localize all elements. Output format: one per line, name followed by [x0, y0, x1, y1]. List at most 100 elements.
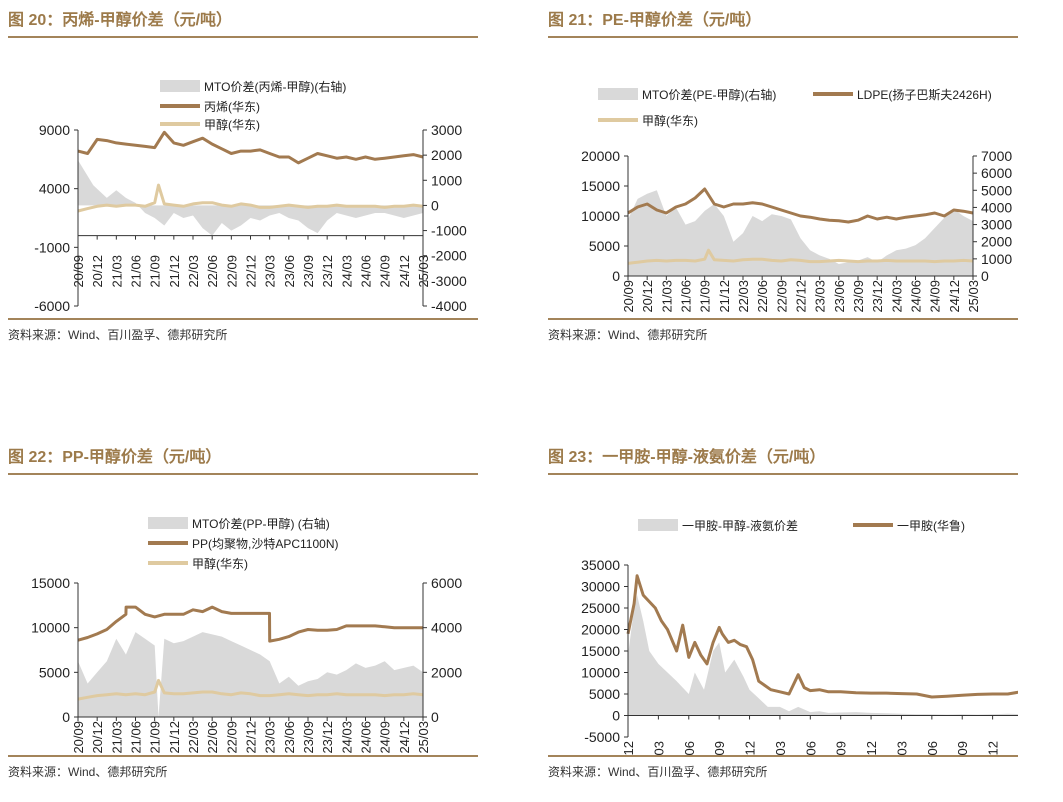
x-tick-label: 22/09 [224, 721, 239, 754]
x-tick-label-group: 23/09 [301, 255, 316, 288]
x-tick-label-group: 23/06 [832, 280, 847, 313]
x-tick-label: 24/12 [986, 741, 1001, 755]
y-left-tick-label: 9000 [39, 122, 70, 138]
legend-label: 一甲胺-甲醇-液氨价差 [682, 518, 798, 533]
legend-label: 一甲胺(华鲁) [897, 519, 965, 533]
x-tick-label: 23/06 [282, 721, 297, 754]
x-tick-label-group: 23/09 [851, 280, 866, 313]
legend-label: MTO价差(PE-甲醇)(右轴) [642, 87, 776, 102]
x-tick-label-group: 21/06 [129, 255, 144, 288]
series-area-0 [628, 595, 1018, 716]
x-tick-label: 22/06 [755, 280, 770, 313]
y-left-tick-label: 15000 [581, 643, 620, 659]
x-tick-label: 21/03 [659, 280, 674, 313]
x-tick-label: 23/09 [851, 280, 866, 313]
x-tick-label: 24/03 [895, 741, 910, 755]
x-tick-label: 23/06 [282, 255, 297, 288]
legend-swatch [638, 519, 678, 531]
x-tick-label-group: 22/09 [224, 721, 239, 754]
x-tick-label: 24/06 [909, 280, 924, 313]
y-left-tick-label: 0 [612, 708, 620, 724]
y-left-tick-label: 15000 [581, 178, 620, 194]
y-left-tick-label: 4000 [39, 181, 70, 197]
x-tick-label-group: 24/09 [928, 280, 943, 313]
x-tick-label-group: 24/06 [359, 255, 374, 288]
series-area-0 [628, 190, 973, 276]
x-tick-label-group: 23/12 [864, 741, 879, 755]
x-tick-label-group: 23/09 [301, 721, 316, 754]
x-tick-label-group: 24/09 [378, 255, 393, 288]
x-tick-label: 22/03 [651, 741, 666, 755]
x-tick-label-group: 21/06 [129, 721, 144, 754]
x-tick-label: 22/03 [736, 280, 751, 313]
x-tick-label-group: 25/03 [966, 280, 981, 313]
x-tick-label: 21/12 [717, 280, 732, 313]
x-tick-label-group: 21/12 [167, 255, 182, 288]
y-right-tick-label: 4000 [431, 620, 462, 636]
y-left-tick-label: 35000 [581, 557, 620, 573]
x-tick-label: 24/12 [397, 721, 412, 754]
y-left-tick-label: 0 [62, 709, 70, 725]
y-right-tick-label: 5000 [981, 182, 1012, 198]
y-left-tick-label: 0 [612, 268, 620, 284]
legend-label: 甲醇(华东) [192, 556, 248, 571]
y-right-tick-label: 0 [431, 197, 439, 213]
x-tick-label: 22/12 [244, 721, 259, 754]
x-tick-label: 23/03 [773, 741, 788, 755]
series-line-1 [77, 130, 424, 165]
y-right-tick-label: 0 [981, 268, 989, 284]
y-left-tick-label: -5000 [584, 729, 620, 745]
x-tick-label-group: 21/03 [109, 255, 124, 288]
x-tick-label-group: 22/03 [186, 255, 201, 288]
x-tick-label-group: 22/03 [736, 280, 751, 313]
x-tick-label: 24/12 [397, 255, 412, 288]
x-tick-label-group: 23/12 [870, 280, 885, 313]
x-tick-label-group: 25/03 [416, 721, 431, 754]
x-tick-label-group: 22/09 [712, 741, 727, 755]
x-tick-label-group: 24/03 [339, 721, 354, 754]
series-area-0 [78, 160, 423, 236]
x-tick-label-group: 21/03 [109, 721, 124, 754]
x-tick-label-group: 21/12 [167, 721, 182, 754]
y-right-tick-label: 2000 [981, 234, 1012, 250]
x-tick-label-group: 22/12 [244, 255, 259, 288]
chart-area: 20000 15000 10000 5000 0 7000 6000 5000 4000 3000… [548, 38, 1018, 318]
chart-svg: 2000015000100005000070006000500040003000… [581, 87, 1012, 313]
y-right-tick-label: 6000 [981, 165, 1012, 181]
x-tick-label: 20/09 [71, 255, 86, 288]
x-tick-label: 24/09 [928, 280, 943, 313]
x-tick-label-group: 23/03 [813, 280, 828, 313]
x-tick-label: 23/03 [263, 255, 278, 288]
legend-label: PP(均聚物,沙特APC1100N) [192, 536, 338, 551]
x-tick-label-group: 21/03 [659, 280, 674, 313]
x-tick-label: 20/09 [621, 280, 636, 313]
x-tick-label-group: 20/09 [71, 721, 86, 754]
x-tick-label-group: 24/12 [397, 255, 412, 288]
y-right-tick-label: -1000 [431, 223, 467, 239]
x-tick-label: 21/09 [148, 255, 163, 288]
chart-source: 资料来源：Wind、百川盈孚、德邦研究所 [8, 318, 478, 342]
x-tick-label-group: 20/09 [621, 280, 636, 313]
legend-swatch [598, 88, 638, 100]
x-tick-label: 21/12 [167, 255, 182, 288]
y-left-tick-label: 30000 [581, 579, 620, 595]
x-tick-label-group: 24/09 [955, 741, 970, 755]
x-tick-label: 22/09 [224, 255, 239, 288]
x-tick-label-group: 20/09 [71, 255, 86, 288]
x-tick-label-group: 21/12 [621, 741, 636, 755]
x-tick-label: 21/09 [148, 721, 163, 754]
x-tick-label-group: 23/06 [803, 741, 818, 755]
x-tick-label-group: 20/12 [90, 255, 105, 288]
y-right-tick-label: 4000 [981, 199, 1012, 215]
x-tick-label-group: 20/12 [90, 721, 105, 754]
y-right-tick-label: 7000 [981, 148, 1012, 164]
x-tick-label-group: 24/03 [339, 255, 354, 288]
x-tick-label-group: 23/12 [320, 721, 335, 754]
y-right-tick-label: 3000 [981, 217, 1012, 233]
x-tick-label: 24/09 [955, 741, 970, 755]
x-tick-label-group: 22/06 [205, 721, 220, 754]
chart-panel-21: 图 21：PE-甲醇价差（元/吨） 20000 15000 10000 5000 0 70… [548, 8, 1018, 342]
x-tick-label: 23/06 [832, 280, 847, 313]
x-tick-label-group: 24/06 [359, 721, 374, 754]
